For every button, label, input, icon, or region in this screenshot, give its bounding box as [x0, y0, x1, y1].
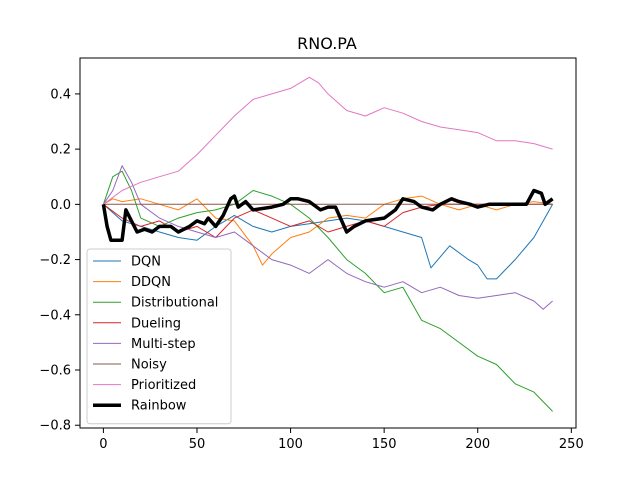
y-tick-label: 0.4: [50, 87, 71, 102]
x-tick-label: 200: [465, 437, 490, 452]
legend-label: Dueling: [131, 316, 181, 331]
y-tick-label: 0.2: [50, 143, 71, 158]
y-axis: −0.8 −0.6 −0.4 −0.2 0.0 0.2 0.4: [39, 87, 80, 434]
y-tick-label: −0.8: [39, 419, 71, 434]
legend: DQN DDQN Distributional Dueling Multi-step No…: [86, 248, 232, 425]
series-group: [101, 76, 554, 412]
y-tick-label: −0.2: [39, 253, 71, 268]
legend-label: Distributional: [131, 296, 218, 311]
legend-label: Prioritized: [131, 378, 196, 393]
y-tick-label: −0.4: [39, 308, 71, 323]
x-tick-label: 150: [372, 437, 397, 452]
x-axis: 0 50 100 150 200 250: [99, 428, 584, 452]
legend-label: DQN: [131, 255, 161, 270]
series-line-distributional: [102, 170, 553, 412]
x-tick-label: 0: [99, 437, 107, 452]
legend-label: Rainbow: [131, 399, 187, 414]
series-line-rainbow: [101, 188, 554, 242]
y-tick-label: 0.0: [50, 198, 71, 213]
x-tick-label: 250: [559, 437, 584, 452]
legend-box: [86, 248, 232, 425]
series-line-prioritized: [103, 76, 553, 205]
legend-label: Noisy: [131, 358, 167, 373]
legend-label: DDQN: [131, 275, 171, 290]
series-line-multi-step: [102, 165, 553, 310]
chart-title: RNO.PA: [297, 34, 357, 53]
x-tick-label: 100: [278, 437, 303, 452]
y-tick-label: −0.6: [39, 364, 71, 379]
legend-label: Multi-step: [131, 337, 196, 352]
plot-frame: [79, 57, 577, 429]
x-tick-label: 50: [189, 437, 206, 452]
series-line-dqn: [103, 203, 554, 280]
